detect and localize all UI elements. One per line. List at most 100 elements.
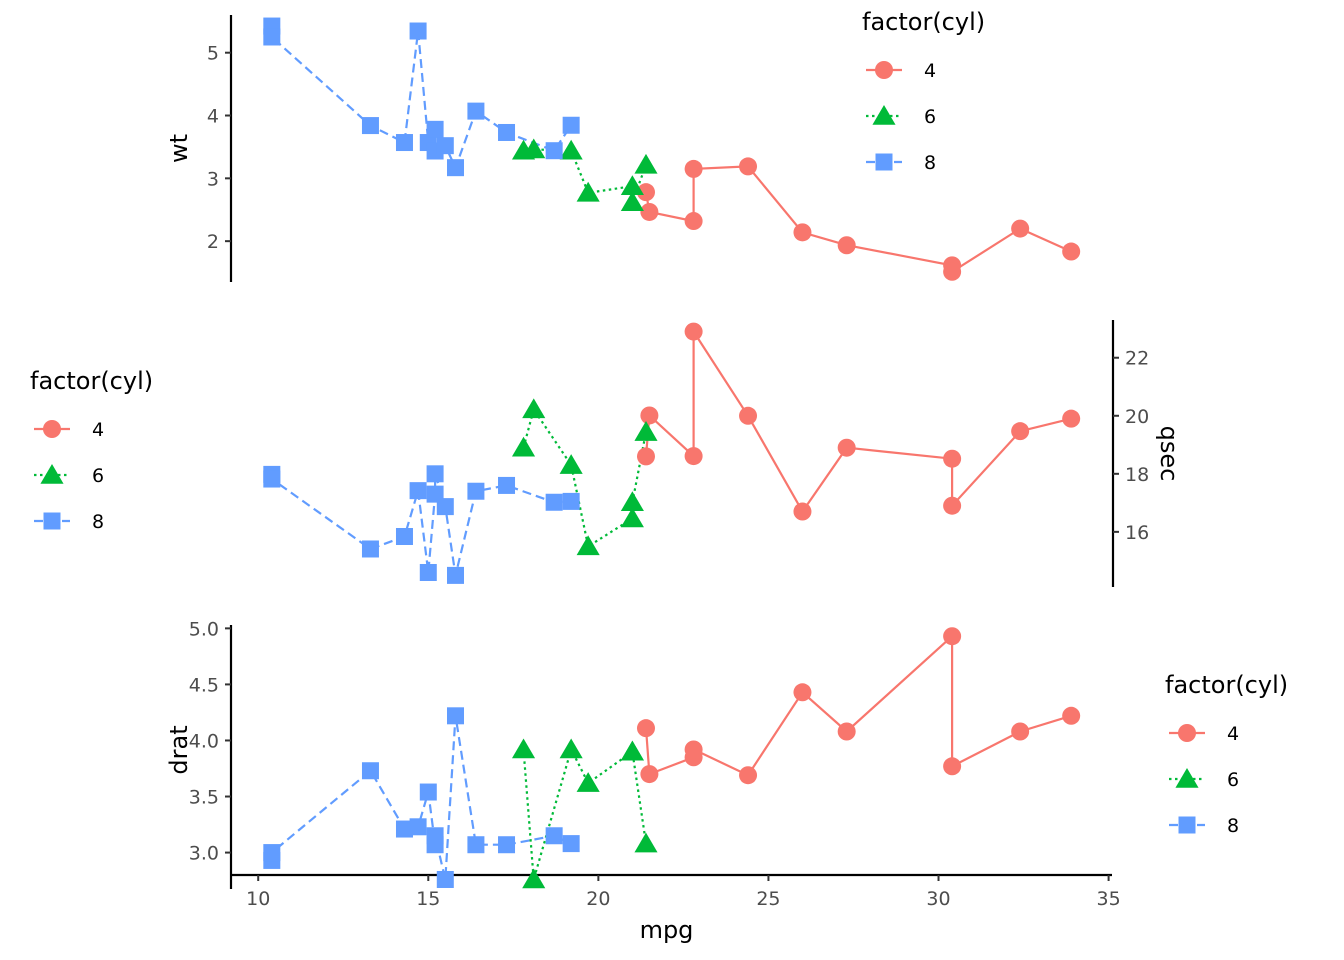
data-point — [559, 139, 583, 160]
data-point — [559, 454, 583, 474]
x-tick-label: 20 — [586, 888, 610, 910]
y-tick-label: 3.5 — [189, 787, 219, 809]
data-point — [467, 102, 485, 120]
data-point — [943, 627, 962, 646]
x-tick-label: 35 — [1097, 888, 1121, 910]
data-point — [419, 563, 437, 581]
data-point — [793, 502, 812, 521]
legend-key-marker — [1175, 768, 1199, 788]
legend-key-marker — [40, 464, 64, 484]
y-tick-label: 2 — [207, 231, 219, 253]
data-point — [640, 202, 659, 221]
panel-drat: 3.0 3.5 4.0 4.5 5.0 drat 10 15 20 25 30 35 mpg factor… — [165, 618, 1288, 944]
y-tick-label: 20 — [1125, 406, 1149, 428]
x-axis-title: mpg — [640, 916, 694, 944]
legend-label: 4 — [1227, 723, 1239, 745]
data-point — [522, 398, 546, 419]
x-tick-label: 10 — [246, 888, 270, 910]
series-line-4 — [644, 633, 1072, 777]
data-point — [361, 540, 379, 558]
legend-label: 4 — [92, 419, 104, 441]
data-point — [620, 507, 644, 528]
y-tick-label: 4.0 — [189, 730, 219, 752]
data-point — [522, 138, 546, 159]
data-point — [620, 740, 644, 761]
y-tick-label: 16 — [1125, 522, 1149, 544]
data-point — [576, 535, 600, 556]
data-point — [263, 28, 281, 46]
data-point — [436, 870, 454, 888]
data-point — [263, 844, 281, 862]
data-point — [559, 738, 583, 759]
data-point — [636, 183, 655, 202]
y-tick-label: 5.0 — [189, 618, 219, 640]
data-point — [562, 835, 580, 853]
y-axis-title: wt — [165, 134, 193, 163]
data-point — [447, 159, 465, 177]
legend-key-marker — [43, 512, 61, 530]
x-tick-label: 15 — [416, 888, 440, 910]
legend: factor(cyl) 4 6 8 — [30, 367, 153, 533]
data-point — [1011, 219, 1030, 238]
data-point — [634, 421, 658, 441]
legend-key-marker — [1178, 816, 1196, 834]
data-point — [426, 827, 444, 845]
y-axis-title: drat — [165, 725, 193, 774]
data-point — [634, 832, 658, 853]
legend-label: 4 — [924, 60, 936, 82]
data-point — [943, 757, 962, 776]
legend-title: factor(cyl) — [30, 367, 153, 395]
data-point — [395, 134, 413, 152]
legend-label: 6 — [92, 465, 104, 487]
legend-label: 8 — [92, 511, 104, 533]
series-6-points — [511, 138, 658, 212]
data-point — [739, 406, 758, 425]
panel-wt: 2 3 4 5 wt factor(cyl) 4 6 8 — [165, 8, 1081, 282]
y-tick-label: 22 — [1125, 348, 1149, 370]
data-point — [498, 836, 516, 854]
data-point — [634, 153, 658, 174]
data-point — [498, 476, 516, 494]
data-point — [636, 447, 655, 466]
y-tick-label: 5 — [207, 43, 219, 65]
x-tick-label: 25 — [756, 888, 780, 910]
data-point — [263, 470, 281, 488]
data-point — [361, 762, 379, 780]
data-point — [943, 496, 962, 515]
series-8-points — [263, 707, 580, 888]
data-point — [1062, 409, 1081, 428]
data-point — [498, 123, 516, 141]
data-point — [467, 836, 485, 854]
data-point — [467, 482, 485, 500]
data-point — [837, 438, 856, 457]
data-point — [361, 117, 379, 135]
data-point — [837, 722, 856, 741]
data-point — [684, 740, 703, 759]
data-point — [395, 820, 413, 838]
data-point — [426, 465, 444, 483]
data-point — [620, 491, 644, 512]
data-point — [636, 719, 655, 738]
series-6-points — [511, 738, 658, 889]
series-8-points — [263, 465, 580, 584]
data-point — [943, 262, 962, 281]
legend-key-marker — [875, 153, 893, 171]
panel-qsec: 16 18 20 22 qsec factor(cyl) 4 6 8 — [30, 320, 1183, 587]
series-6-points — [511, 398, 658, 556]
data-point — [576, 772, 600, 792]
data-point — [640, 406, 659, 425]
data-point — [943, 449, 962, 468]
series-line-6 — [522, 746, 648, 880]
data-point — [426, 120, 444, 138]
data-point — [837, 236, 856, 255]
data-point — [395, 528, 413, 546]
data-point — [1011, 722, 1030, 741]
data-point — [409, 482, 427, 500]
data-point — [684, 322, 703, 341]
data-point — [684, 212, 703, 231]
data-point — [436, 137, 454, 155]
legend-label: 6 — [1227, 769, 1239, 791]
data-point — [447, 566, 465, 584]
legend-key-marker — [43, 420, 61, 438]
